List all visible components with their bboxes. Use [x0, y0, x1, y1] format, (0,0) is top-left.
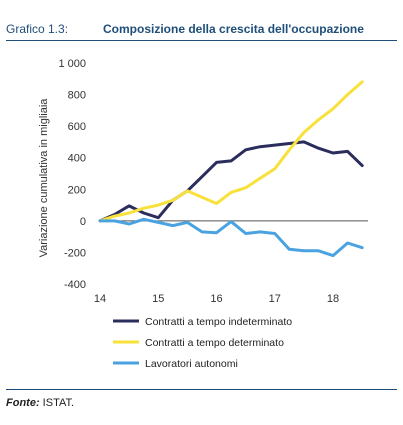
y-tick-label: 600 [68, 121, 86, 133]
series-line-3 [98, 217, 364, 258]
source-label: Fonte: [6, 397, 40, 409]
y-tick-label: 400 [68, 153, 86, 165]
line-chart: -400 -200 0 200 400 600 800 1 000 14 15 16 17 18 Var… [38, 58, 368, 370]
source-text: ISTAT. [42, 397, 75, 409]
figure-header: Grafico 1.3: Composizione della crescita… [6, 22, 397, 42]
chart-legend: Contratti a tempo indeterminato Contratti… [113, 316, 292, 370]
legend-label-3: Lavoratori autonomi [145, 358, 238, 370]
y-axis-label: Variazione cumulativa in migliaia [38, 98, 50, 258]
figure-number: Grafico 1.3: [6, 22, 69, 36]
legend-label-1: Contratti a tempo indeterminato [145, 316, 292, 328]
x-tick-label: 17 [269, 293, 281, 305]
footer-rule [6, 389, 397, 390]
y-tick-label: 200 [68, 184, 86, 196]
y-tick-label: 1 000 [58, 58, 86, 70]
chart-axes: -400 -200 0 200 400 600 800 1 000 14 15 16 17 18 [58, 58, 368, 305]
series-line-2 [98, 80, 364, 223]
x-tick-label: 16 [210, 293, 222, 305]
source-note: Fonte: ISTAT. [6, 397, 74, 409]
y-tick-label: -200 [64, 247, 86, 259]
x-tick-label: 15 [152, 293, 164, 305]
y-tick-label: 0 [80, 216, 86, 228]
x-tick-label: 14 [94, 293, 106, 305]
legend-label-2: Contratti a tempo determinato [145, 337, 284, 349]
chart-series [98, 80, 364, 258]
series-line-1 [98, 140, 364, 223]
x-tick-label: 18 [327, 293, 339, 305]
figure-title: Composizione della crescita dell'occupaz… [103, 22, 364, 36]
header-rule [6, 40, 397, 41]
y-tick-label: 800 [68, 90, 86, 102]
y-tick-label: -400 [64, 279, 86, 291]
